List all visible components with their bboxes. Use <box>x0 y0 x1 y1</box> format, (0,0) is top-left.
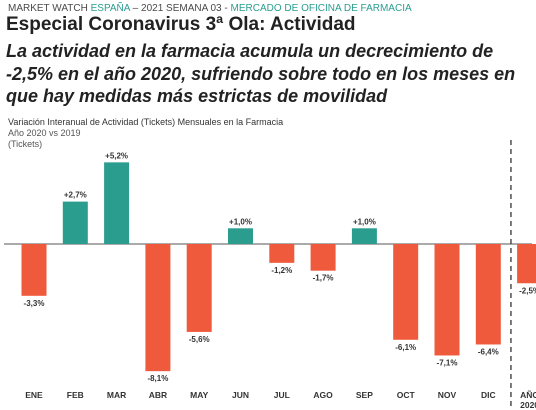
page-subtitle: La actividad en la farmacia acumula un d… <box>6 41 516 106</box>
bar-11 <box>434 244 460 356</box>
category-label-4: ABR <box>149 390 167 400</box>
header-region: ESPAÑA <box>90 3 130 14</box>
bar-3 <box>104 162 130 244</box>
data-label-4: -8,1% <box>147 374 168 383</box>
category-label-8: AGO <box>313 390 333 400</box>
category-label-6: JUN <box>232 390 249 400</box>
data-label-3: +5,2% <box>105 151 128 160</box>
bar-4 <box>145 244 171 372</box>
data-label-8: -1,7% <box>313 274 334 283</box>
category-label-3: MAR <box>107 390 126 400</box>
data-label-7: -1,2% <box>271 266 292 275</box>
bar-13 <box>517 244 536 284</box>
data-label-5: -5,6% <box>189 335 210 344</box>
page-title: Especial Coronavirus 3ª Ola: Actividad <box>6 14 356 35</box>
bar-8 <box>310 244 336 271</box>
category-label-13-line-1: AÑO <box>520 390 536 400</box>
category-label-9: SEP <box>356 390 373 400</box>
bar-6 <box>228 228 253 244</box>
chart-unit: (Tickets) <box>8 139 43 149</box>
chart-title: Variación Interanual de Actividad (Ticke… <box>8 117 284 127</box>
chart-subtitle: Año 2020 vs 2019 <box>8 128 81 138</box>
data-label-9: +1,0% <box>353 217 376 226</box>
category-label-5: MAY <box>190 390 208 400</box>
category-label-13-line-2: 2020 <box>520 400 536 410</box>
category-label-2: FEB <box>67 390 84 400</box>
bar-10 <box>393 244 419 340</box>
category-label-11: NOV <box>438 390 457 400</box>
data-label-13: -2,5% <box>519 286 536 295</box>
data-label-1: -3,3% <box>24 299 45 308</box>
category-label-7: JUL <box>274 390 290 400</box>
header-line: MARKET WATCH ESPAÑA – 2021 SEMANA 03 - M… <box>8 3 412 14</box>
bar-5 <box>186 244 212 332</box>
bar-2 <box>62 201 88 244</box>
header-period: 2021 SEMANA 03 <box>141 3 222 14</box>
header-sep2: - <box>221 3 231 14</box>
category-label-1: ENE <box>25 390 43 400</box>
bar-9 <box>351 228 377 244</box>
data-label-10: -6,1% <box>395 343 416 352</box>
bar-1 <box>21 244 47 296</box>
data-label-12: -6,4% <box>478 347 499 356</box>
bar-12 <box>475 244 501 345</box>
category-label-12: DIC <box>481 390 496 400</box>
data-label-11: -7,1% <box>437 358 458 367</box>
category-label-10: OCT <box>397 390 416 400</box>
header-source: MARKET WATCH <box>8 3 88 14</box>
header-market: MERCADO DE OFICINA DE FARMACIA <box>230 3 412 14</box>
bar-7 <box>269 244 295 263</box>
data-label-2: +2,7% <box>64 191 87 200</box>
header-sep: – <box>129 3 142 14</box>
data-label-6: +1,0% <box>229 217 252 226</box>
